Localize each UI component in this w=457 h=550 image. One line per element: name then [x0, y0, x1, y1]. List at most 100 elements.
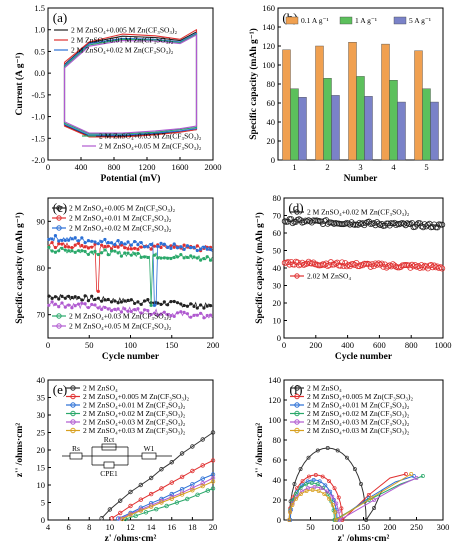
cycle-point [53, 295, 58, 299]
cycle-point [439, 265, 446, 272]
y-tick-label: 90 [37, 216, 46, 226]
cycle-point [123, 299, 127, 303]
cycle-point [93, 240, 97, 244]
panel-label: (e) [53, 382, 67, 397]
legend-entry: 2 M ZnSO₄+0.01 M Zn(CF₃SO₃)₂ [71, 36, 174, 45]
nyquist-point [334, 501, 339, 506]
legend-marker [294, 209, 300, 215]
cycle-point [113, 307, 117, 311]
bar [298, 97, 307, 161]
cycle-point [179, 253, 183, 257]
nyquist-point [210, 430, 216, 435]
cycle-point [169, 300, 173, 304]
nyquist-point [138, 482, 144, 488]
nyquist-point [352, 467, 357, 472]
nyquist-point [364, 518, 369, 522]
cycle-point [57, 305, 61, 309]
y-tick-label: 1.5 [34, 3, 45, 13]
x-tick-label: 1600 [172, 162, 189, 172]
nyquist-point [179, 451, 185, 456]
x-tick-label: 6 [67, 522, 71, 532]
x-axis-label: Cycle number [335, 352, 393, 362]
cycle-point [356, 219, 363, 226]
y-tick-label: 0 [277, 515, 281, 525]
cycle-point [70, 295, 74, 300]
cycle-point [133, 246, 137, 250]
cycle-point [189, 254, 193, 258]
cycle-point [185, 312, 190, 316]
cycle-point [139, 240, 143, 245]
cycle-point [195, 313, 199, 317]
y-tick-label: 80 [273, 193, 282, 203]
cycle-point [73, 295, 77, 299]
legend-entry: 0.1 A g⁻¹ [301, 16, 329, 25]
cycle-point [156, 256, 160, 260]
cycle-point [139, 311, 143, 315]
cycle-point [119, 254, 124, 258]
cycle-point [149, 312, 153, 317]
cycle-point [47, 303, 51, 307]
nyquist-point [292, 482, 297, 486]
cycle-point [199, 258, 203, 262]
cycle-point [172, 245, 176, 249]
y-tick-label: 20 [37, 445, 46, 455]
cycle-point [142, 299, 147, 303]
nyquist-point [316, 489, 321, 493]
legend-entry: 2 M ZnSO₄ [83, 384, 118, 393]
nyquist-point [411, 474, 416, 478]
nyquist-point [99, 516, 104, 521]
cycle-point [57, 297, 61, 301]
nyquist-point [333, 518, 338, 522]
y-tick-label: 60 [267, 98, 276, 108]
cv-curve [63, 29, 198, 138]
legend-marker [70, 393, 76, 400]
y-axis-label: Specific capacity (mAh g⁻¹) [248, 28, 259, 140]
x-axis-label: Number [344, 174, 379, 184]
x-axis-label: z' /ohms·cm² [105, 534, 157, 544]
x-tick-label: 8 [87, 522, 91, 532]
x-tick-label: 200 [309, 340, 322, 350]
nyquist-point [200, 481, 205, 486]
nyquist-point [169, 480, 174, 485]
cycle-point [76, 295, 81, 300]
cycle-point [80, 298, 84, 302]
legend-entry: 5 A g⁻¹ [409, 16, 431, 25]
cycle-point [182, 256, 186, 260]
nyquist-point [179, 474, 185, 480]
x-tick-label: 400 [75, 162, 88, 172]
cycle-point [156, 244, 160, 249]
cycle-point [149, 247, 153, 251]
nyquist-point [327, 496, 332, 501]
cycle-point [93, 249, 97, 253]
legend-entry: 2 M ZnSO₄+0.05 M Zn(CF₃SO₃)₂ [69, 322, 172, 331]
cycle-point [119, 310, 124, 314]
nyquist-point [148, 504, 154, 509]
cycle-point [100, 299, 104, 303]
cycle-point [205, 255, 209, 259]
y-tick-label: 70 [273, 211, 282, 221]
nyquist-point [210, 486, 216, 491]
bar [315, 45, 324, 161]
legend-entry: 2 M ZnSO₄+0.02 M Zn(CF₃SO₃)₂ [83, 409, 186, 418]
cycle-point [70, 237, 74, 241]
x-axis-label: z' /ohms·cm² [338, 534, 390, 544]
cycle-point [182, 303, 186, 308]
cycle-point [401, 220, 408, 227]
cycle-point [192, 255, 196, 259]
cycle-point [109, 300, 114, 304]
legend-entry: 2 M ZnSO₄+0.03 M Zn(CF₃SO₃)₂ [307, 418, 410, 427]
y-tick-label: 20 [267, 136, 276, 146]
cycle-point [149, 303, 153, 307]
y-tick-label: 40 [273, 263, 282, 273]
cycle-point [103, 237, 107, 242]
bar [323, 78, 332, 161]
nyquist-point [298, 486, 303, 490]
cycle-point [162, 300, 166, 304]
cycle-point [63, 248, 67, 252]
cycle-point [93, 303, 97, 307]
cycle-point [73, 250, 77, 254]
plot-frame [47, 7, 214, 161]
nyquist-point [311, 478, 316, 482]
y-axis-label: Specific capacity (mAh g⁻¹) [14, 212, 25, 324]
x-tick-label: 400 [341, 340, 354, 350]
